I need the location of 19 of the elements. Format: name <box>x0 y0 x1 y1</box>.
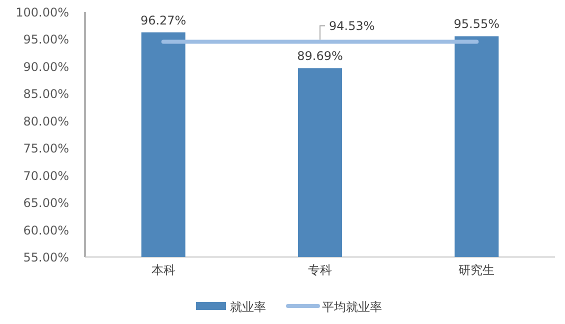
x-tick-label: 专科 <box>308 263 332 277</box>
y-tick-label: 80.00% <box>23 114 69 128</box>
data-label: 95.55% <box>454 17 500 32</box>
x-tick-label: 研究生 <box>458 263 495 277</box>
y-tick-label: 55.00% <box>23 250 69 264</box>
data-label: 94.53% <box>329 18 375 33</box>
y-tick-label: 85.00% <box>23 87 69 102</box>
y-tick-label: 65.00% <box>23 196 69 210</box>
x-tick-label: 本科 <box>151 263 176 277</box>
y-tick-label: 90.00% <box>23 60 69 74</box>
y-tick-label: 70.00% <box>23 168 69 183</box>
data-label: 96.27% <box>140 13 186 28</box>
legend-label: 平均就业率 <box>322 300 382 314</box>
y-tick-label: 60.00% <box>23 223 69 238</box>
legend-label: 就业率 <box>230 300 266 314</box>
y-tick-label: 75.00% <box>23 142 69 156</box>
y-tick-label: 100.00% <box>16 6 69 20</box>
y-tick-label: 95.00% <box>23 32 69 47</box>
data-label: 89.69% <box>297 49 343 64</box>
